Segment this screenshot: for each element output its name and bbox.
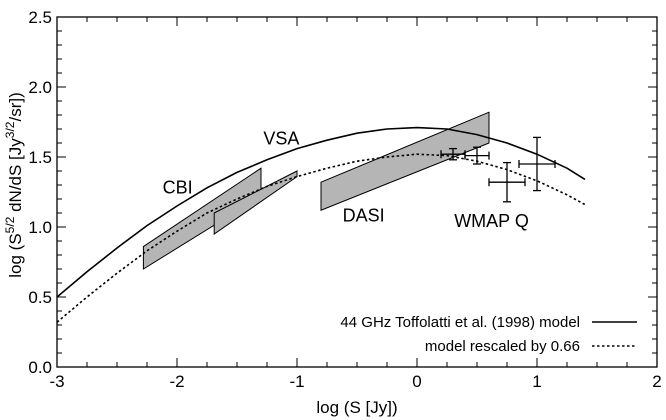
error-point-4 (518, 136, 556, 192)
legend-label-1: 44 GHz Toffolatti et al. (1998) model (340, 314, 580, 331)
y-axis-label-part-b: dN/dS [Jy (6, 138, 25, 217)
y-tick-label: 0.5 (28, 288, 52, 307)
y-tick-label: 0.0 (28, 358, 52, 377)
x-tick-label: 2 (652, 372, 661, 391)
series-line-2 (57, 153, 586, 323)
region-cbi (142, 167, 262, 270)
regions-layer (142, 111, 490, 270)
legend-label-2: model rescaled by 0.66 (425, 338, 580, 355)
y-axis-label-part-a: log (S (6, 233, 25, 277)
region-vsa (213, 170, 298, 235)
y-axis-label-sup-2: 3/2 (3, 121, 17, 138)
legend: 44 GHz Toffolatti et al. (1998) model mod… (340, 314, 637, 355)
x-tick-label: 0 (412, 372, 421, 391)
region-dasi (320, 111, 490, 211)
annotation-cbi: CBI (163, 177, 193, 197)
y-axis-label: log (S5/2 dN/dS [Jy3/2/sr]) (3, 92, 25, 278)
axes-layer: -3 -2 -1 0 1 2 0.0 0.5 1.0 1.5 2.0 2.5 (28, 8, 661, 391)
x-tick-label: -2 (169, 372, 184, 391)
y-tick-label: 2.5 (28, 8, 52, 27)
annotation-dasi: DASI (343, 205, 385, 225)
annotation-vsa: VSA (263, 128, 299, 148)
x-tick-label: 1 (532, 372, 541, 391)
error-points-layer (440, 136, 556, 203)
x-tick-label: -3 (49, 372, 64, 391)
error-point-2 (464, 146, 490, 165)
y-tick-label: 2.0 (28, 78, 52, 97)
error-point-3 (488, 161, 526, 203)
annotations-layer: CBI VSA DASI WMAP Q (163, 128, 529, 231)
y-axis-label-part-c: /sr]) (6, 92, 25, 121)
error-point-1 (440, 147, 466, 161)
series-line-1 (57, 126, 586, 298)
y-tick-label: 1.5 (28, 148, 52, 167)
x-axis-label: log (S [Jy]) (316, 398, 397, 417)
y-tick-label: 1.0 (28, 218, 52, 237)
x-tick-label: -1 (289, 372, 304, 391)
annotation-wmap-q: WMAP Q (454, 211, 529, 231)
y-axis-label-sup-1: 5/2 (3, 216, 17, 233)
